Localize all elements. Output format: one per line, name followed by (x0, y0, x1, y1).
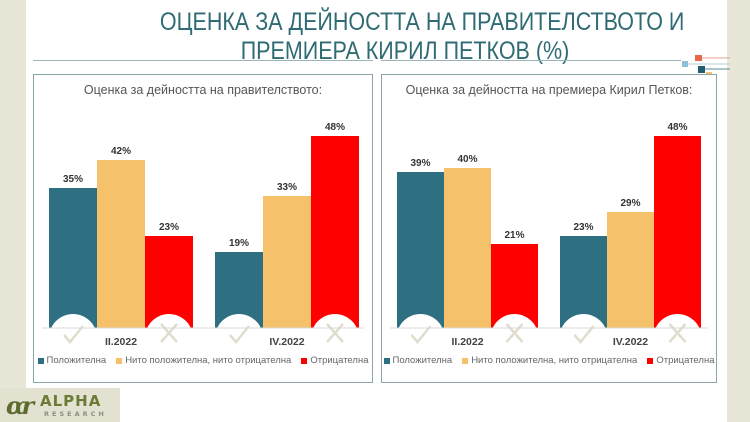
legend-item-negative: Отрицателна (301, 355, 368, 366)
legend-label: Положителна (392, 355, 453, 366)
legend-label: Нито положителна, нито отрицателна (471, 355, 638, 366)
legend-swatch-negative (647, 357, 654, 364)
data-label: 23% (159, 222, 179, 233)
title-divider-right (381, 60, 681, 61)
logo-subtitle: RESEARCH (44, 410, 107, 418)
data-label: 48% (325, 122, 345, 133)
category-label: IV.2022 (613, 336, 648, 348)
data-label: 40% (457, 154, 477, 165)
legend-label: Нито положителна, нито отрицателна (125, 355, 292, 366)
check-icon (229, 325, 250, 344)
left-background-strip (0, 0, 26, 422)
right-background-strip (727, 0, 750, 422)
bar (444, 168, 491, 328)
legend-swatch-positive (383, 357, 390, 364)
data-label: 48% (667, 122, 687, 133)
bar (397, 172, 444, 328)
legend-swatch-positive (37, 357, 44, 364)
cross-icon (505, 323, 524, 343)
chart-panel-prime-minister: Оценка за дейността на премиера Кирил Пе… (381, 74, 717, 383)
bar (560, 236, 607, 328)
legend-label: Отрицателна (656, 355, 715, 366)
logo-mark-icon: ɑr (6, 391, 34, 420)
legend-item-negative: Отрицателна (647, 355, 714, 366)
icon-backdrop (396, 314, 445, 355)
data-label: 35% (63, 174, 83, 185)
bar-chart-government: 35% 42% 23% II.2022 19% 33% 48% IV.2022 (42, 122, 364, 355)
logo-name: ALPHA (40, 392, 102, 410)
bar (49, 188, 97, 328)
icon-backdrop (215, 314, 263, 355)
data-label: 33% (277, 182, 297, 193)
bar (263, 196, 311, 328)
check-icon (63, 325, 84, 344)
legend-label: Отрицателна (310, 355, 369, 366)
check-icon (410, 325, 432, 344)
page-title-line-1: ОЦЕНКА ЗА ДЕЙНОСТТА НА ПРАВИТЕЛСТВОТО И (159, 8, 685, 36)
chart-panel-government: Оценка за дейността на правителството: 3… (33, 74, 373, 383)
bar (145, 236, 193, 328)
category-label: IV.2022 (269, 336, 304, 348)
bar (311, 136, 359, 328)
data-label: 42% (111, 146, 131, 157)
data-label: 21% (504, 230, 524, 241)
category-label: II.2022 (451, 336, 483, 348)
page-title-line-2: ПРЕМИЕРА КИРИЛ ПЕТКОВ (%) (240, 37, 570, 65)
legend-item-positive: Положителна (37, 355, 107, 366)
data-label: 39% (410, 158, 430, 169)
check-icon (573, 325, 595, 344)
category-label: II.2022 (105, 336, 137, 348)
chart-title: Оценка за дейността на премиера Кирил Пе… (405, 83, 693, 97)
legend-swatch-negative (301, 357, 308, 364)
title-divider-left (33, 60, 373, 61)
icon-backdrop (49, 314, 97, 355)
cross-icon (668, 323, 687, 343)
cross-icon (160, 323, 178, 343)
legend-item-neutral: Нито положителна, нито отрицателна (462, 355, 637, 366)
bar-chart-prime-minister: 39% 40% 21% II.2022 23% 29% 48% IV.2022 (390, 122, 708, 355)
legend-swatch-neutral (116, 357, 123, 364)
chart-legend: Положителна Нито положителна, нито отриц… (382, 355, 716, 366)
cross-icon (326, 323, 344, 343)
legend-item-positive: Положителна (383, 355, 453, 366)
legend-swatch-neutral (462, 357, 469, 364)
bar (607, 212, 654, 328)
icon-backdrop (559, 314, 608, 355)
bar (654, 136, 701, 328)
data-label: 29% (620, 198, 640, 209)
legend-item-neutral: Нито положителна, нито отрицателна (116, 355, 291, 366)
chart-title: Оценка за дейността на правителството: (83, 83, 323, 97)
alpha-research-logo: ɑr ALPHA RESEARCH (0, 388, 120, 422)
bar (97, 160, 145, 328)
legend-label: Положителна (46, 355, 107, 366)
data-label: 23% (573, 222, 593, 233)
page-title: ОЦЕНКА ЗА ДЕЙНОСТТА НА ПРАВИТЕЛСТВОТО И … (159, 8, 685, 66)
chart-legend: Положителна Нито положителна, нито отриц… (34, 355, 372, 366)
data-label: 19% (229, 238, 249, 249)
